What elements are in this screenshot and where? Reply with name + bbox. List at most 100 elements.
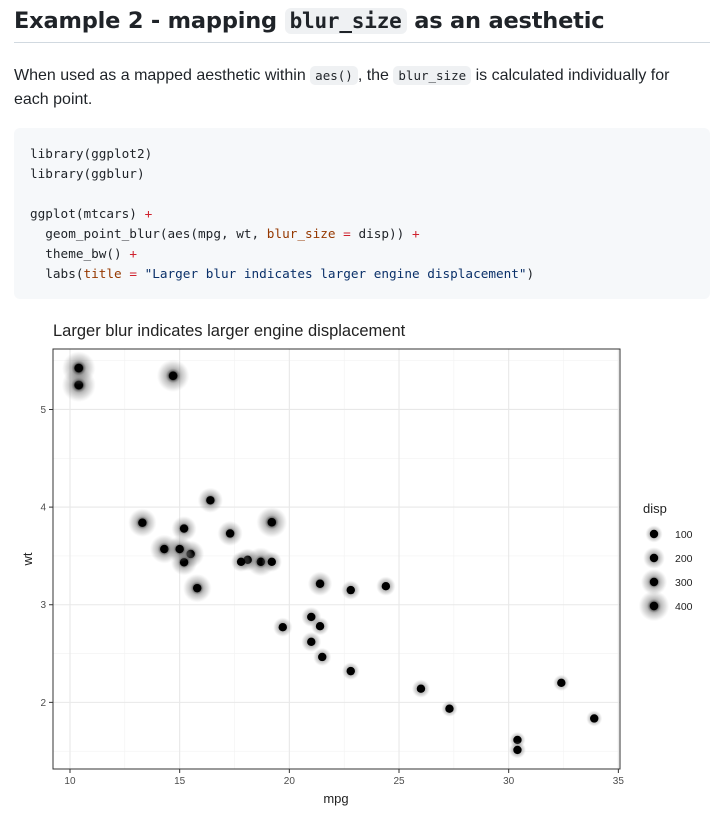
x-tick-label: 30 xyxy=(503,776,515,787)
point-core xyxy=(138,518,147,527)
heading-prefix: Example 2 - mapping xyxy=(14,8,285,34)
point-core xyxy=(74,363,83,373)
point-core xyxy=(381,581,391,591)
y-axis-label: wt xyxy=(20,552,35,566)
data-point xyxy=(62,351,96,385)
legend: disp 100 200 300 400 xyxy=(638,501,693,622)
point-core xyxy=(307,637,316,647)
point-core xyxy=(206,496,215,505)
legend-item: 300 xyxy=(640,568,693,596)
data-point xyxy=(171,515,197,542)
paragraph-text: When used as a mapped aesthetic within xyxy=(14,67,311,84)
x-tick-label: 20 xyxy=(284,776,296,787)
x-axis-label: mpg xyxy=(323,791,348,806)
code-line: labs( xyxy=(30,266,84,281)
legend-item: 400 xyxy=(638,590,693,622)
point-core xyxy=(315,579,325,588)
data-point xyxy=(307,571,333,596)
legend-label: 400 xyxy=(675,601,693,613)
data-point xyxy=(182,573,212,603)
code-line: disp)) xyxy=(358,226,412,241)
y-tick-label: 2 xyxy=(40,698,46,709)
data-point xyxy=(156,359,190,393)
chart-title: Larger blur indicates larger engine disp… xyxy=(53,322,406,340)
data-point xyxy=(411,679,431,698)
legend-item: 100 xyxy=(645,525,693,543)
point-core xyxy=(315,622,325,631)
point-core xyxy=(278,622,287,632)
point-core xyxy=(267,518,276,527)
data-point xyxy=(230,551,252,572)
data-point xyxy=(273,617,293,637)
point-core xyxy=(225,529,235,538)
data-point xyxy=(261,551,282,572)
data-point xyxy=(586,710,603,727)
legend-item: 200 xyxy=(643,547,693,569)
legend-key-core xyxy=(649,529,659,539)
data-point xyxy=(166,535,193,563)
grid xyxy=(53,349,620,769)
code-line: ggplot(mtcars) xyxy=(30,206,145,221)
panel-border xyxy=(52,348,621,770)
data-point xyxy=(256,506,288,538)
code-line: ) xyxy=(526,266,535,281)
point-core xyxy=(590,714,599,723)
code-line: library(ggblur) xyxy=(30,166,145,181)
y-tick-label: 4 xyxy=(40,503,46,514)
data-point xyxy=(128,508,157,537)
legend-key-core xyxy=(649,577,659,587)
point-core xyxy=(168,371,178,381)
code-string: "Larger blur indicates larger engine dis… xyxy=(144,266,527,281)
data-point xyxy=(313,647,332,667)
point-core xyxy=(267,557,276,566)
point-core xyxy=(513,745,522,755)
y-tick-label: 3 xyxy=(40,600,46,611)
data-point xyxy=(217,520,243,547)
data-point xyxy=(508,741,526,759)
point-core xyxy=(557,678,566,688)
point-core xyxy=(416,684,426,693)
y-tick-label: 5 xyxy=(40,405,46,416)
point-core xyxy=(175,544,184,554)
data-point xyxy=(441,700,458,717)
code-operator: = xyxy=(121,266,145,281)
x-tick-label: 10 xyxy=(64,776,76,787)
x-tick-label: 15 xyxy=(174,776,186,787)
inline-code-aes: aes() xyxy=(310,66,358,85)
point-core xyxy=(236,557,246,566)
heading-suffix: as an aesthetic xyxy=(406,8,605,34)
point-core xyxy=(445,704,454,713)
point-core xyxy=(307,612,316,622)
data-point xyxy=(341,662,360,680)
point-core xyxy=(318,652,327,662)
heading-code: blur_size xyxy=(284,8,407,34)
legend-label: 300 xyxy=(675,577,693,589)
paragraph-text: , the xyxy=(357,67,394,84)
code-block[interactable]: library(ggplot2) library(ggblur) ggplot(… xyxy=(14,128,710,299)
legend-label: 200 xyxy=(675,553,693,565)
code-content[interactable]: library(ggplot2) library(ggblur) ggplot(… xyxy=(30,144,694,284)
section-heading: Example 2 - mapping blur_size as an aest… xyxy=(14,8,710,43)
paragraph-text: is calculated individually for each poin… xyxy=(14,67,670,108)
data-points xyxy=(61,351,603,759)
scatter-plot: Larger blur indicates larger engine disp… xyxy=(20,322,693,806)
legend-key-core xyxy=(649,553,659,563)
point-core xyxy=(179,524,189,533)
data-point xyxy=(341,580,361,600)
data-point xyxy=(301,631,322,652)
data-point xyxy=(553,674,570,692)
point-core xyxy=(346,585,355,595)
legend-title: disp xyxy=(643,501,667,516)
code-argument: title xyxy=(83,266,122,281)
inline-code-blur-size: blur_size xyxy=(393,66,472,85)
point-core xyxy=(160,544,169,554)
axes: 10 15 20 25 30 35 2 3 4 5 xyxy=(40,405,624,787)
data-point xyxy=(310,617,330,636)
data-point xyxy=(376,576,396,596)
data-point xyxy=(197,487,223,513)
description-paragraph: When used as a mapped aesthetic within a… xyxy=(14,64,704,112)
x-tick-label: 35 xyxy=(613,776,625,787)
code-line: geom_point_blur(aes(mpg, wt, xyxy=(30,226,267,241)
code-operator: = xyxy=(335,226,359,241)
